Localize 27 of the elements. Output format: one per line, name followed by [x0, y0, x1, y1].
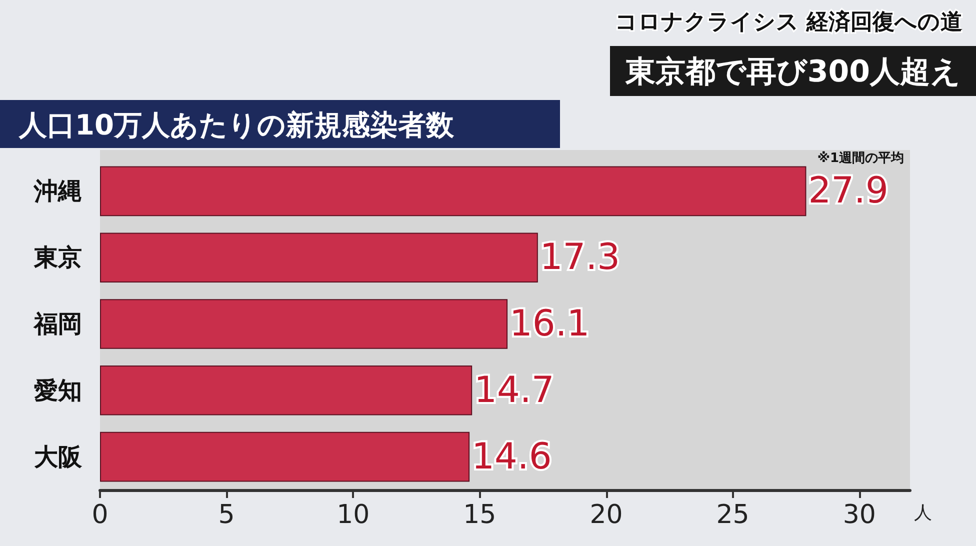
bar: [100, 366, 472, 416]
data-label: 27.9: [808, 170, 888, 212]
chart-title: 人口10万人あたりの新規感染者数: [18, 108, 455, 142]
annotation: ※1週間の平均: [817, 151, 904, 166]
x-tick-label: 15: [463, 500, 496, 530]
data-label: 14.7: [474, 370, 554, 411]
y-tick-label: 東京: [33, 244, 82, 272]
data-label: 16.1: [510, 304, 590, 344]
y-tick-label: 愛知: [34, 376, 82, 404]
bar: [100, 432, 470, 482]
x-tick-label: 5: [218, 500, 235, 530]
text: コロナクライシス 経済回復への道: [614, 9, 963, 35]
x-axis-title: 人: [914, 502, 932, 524]
data-label: 14.6: [472, 436, 552, 478]
y-tick-label: 大阪: [34, 442, 83, 471]
bar: [100, 166, 806, 216]
x-tick-label: 20: [590, 500, 623, 530]
y-tick-label: 沖縄: [33, 177, 82, 206]
bar: [100, 299, 508, 349]
x-tick-label: 25: [716, 500, 750, 530]
x-tick-label: 0: [92, 500, 108, 530]
data-label: 17.3: [540, 237, 620, 278]
x-tick-label: 30: [842, 500, 876, 530]
y-tick-label: 福岡: [33, 310, 82, 338]
bar: [100, 232, 538, 282]
x-tick-label: 10: [336, 500, 370, 530]
chart-subtitle: 東京都で再び300人超え: [624, 54, 962, 90]
